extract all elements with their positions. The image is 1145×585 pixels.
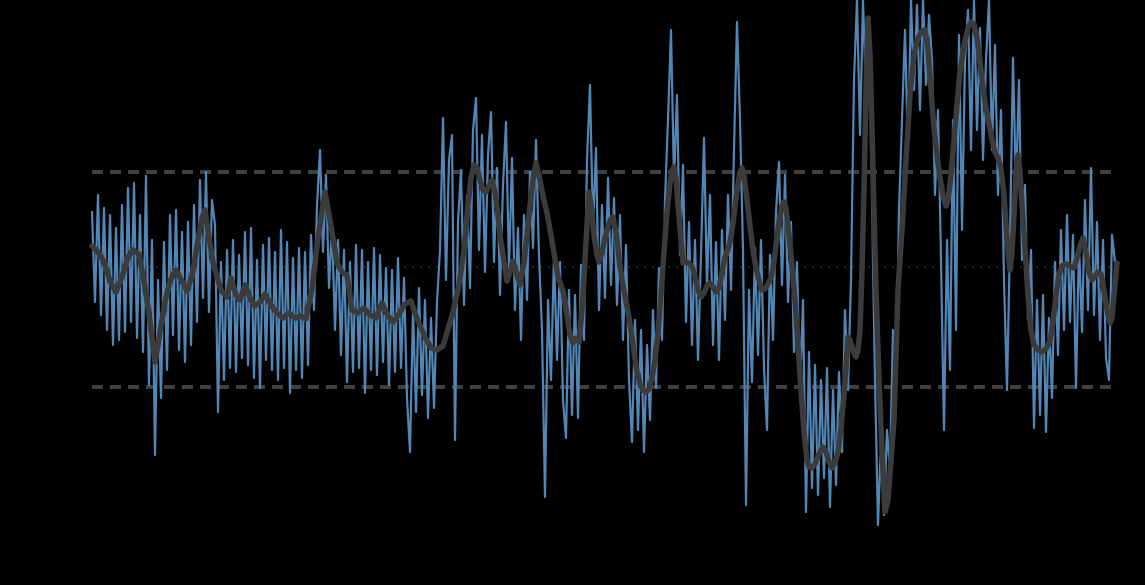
smoothed-series-line (89, 15, 1120, 515)
